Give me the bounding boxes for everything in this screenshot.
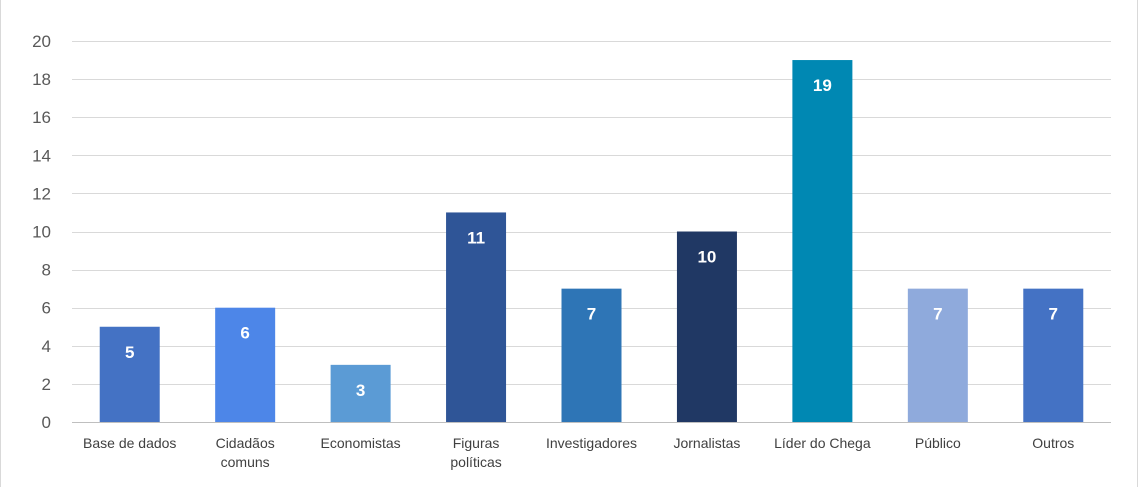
y-tick-label: 10 bbox=[32, 223, 51, 242]
x-category-label: Líder do Chega bbox=[774, 435, 871, 451]
bar bbox=[676, 231, 737, 422]
bar-value-label: 19 bbox=[813, 76, 832, 95]
x-category-label: Público bbox=[915, 435, 961, 451]
y-tick-label: 0 bbox=[42, 413, 51, 432]
bar-value-label: 10 bbox=[697, 248, 716, 267]
bar bbox=[907, 288, 968, 422]
bar-value-label: 6 bbox=[240, 324, 249, 343]
bar-value-label: 5 bbox=[125, 343, 134, 362]
bar-value-label: 11 bbox=[467, 228, 485, 247]
y-tick-label: 2 bbox=[42, 375, 51, 394]
bar bbox=[1023, 288, 1084, 422]
y-tick-label: 18 bbox=[32, 70, 51, 89]
x-category-label: Outros bbox=[1032, 435, 1074, 451]
bar bbox=[330, 364, 391, 422]
bars bbox=[99, 60, 1084, 423]
y-tick-label: 14 bbox=[32, 146, 51, 165]
x-category-label: Jornalistas bbox=[673, 435, 740, 451]
bar-value-label: 7 bbox=[933, 305, 942, 324]
x-axis-categories: Base de dados Cidadãos comuns Economistas Fi… bbox=[83, 435, 1074, 470]
x-category-label: Figuras políticas bbox=[450, 435, 501, 470]
bar bbox=[446, 212, 507, 422]
x-category-label: Cidadãos comuns bbox=[216, 435, 275, 470]
bar bbox=[215, 307, 276, 422]
y-tick-label: 16 bbox=[32, 108, 51, 127]
y-tick-label: 20 bbox=[32, 32, 51, 51]
bar bbox=[561, 288, 622, 422]
y-axis-ticks: 0 2 4 6 8 10 12 14 16 18 20 bbox=[32, 32, 51, 432]
data-labels: 5 6 3 11 7 10 19 7 7 bbox=[125, 76, 1058, 400]
x-category-label: Base de dados bbox=[83, 435, 176, 451]
bar-value-label: 7 bbox=[587, 305, 596, 324]
y-tick-label: 8 bbox=[42, 261, 51, 280]
x-category-label: Economistas bbox=[321, 435, 401, 451]
y-tick-label: 6 bbox=[42, 299, 51, 318]
x-category-label: Investigadores bbox=[546, 435, 637, 451]
bar bbox=[792, 60, 853, 423]
y-tick-label: 12 bbox=[32, 184, 51, 203]
bar-value-label: 3 bbox=[356, 381, 365, 400]
y-tick-label: 4 bbox=[42, 337, 51, 356]
bar bbox=[99, 326, 160, 422]
bar-value-label: 7 bbox=[1049, 305, 1058, 324]
